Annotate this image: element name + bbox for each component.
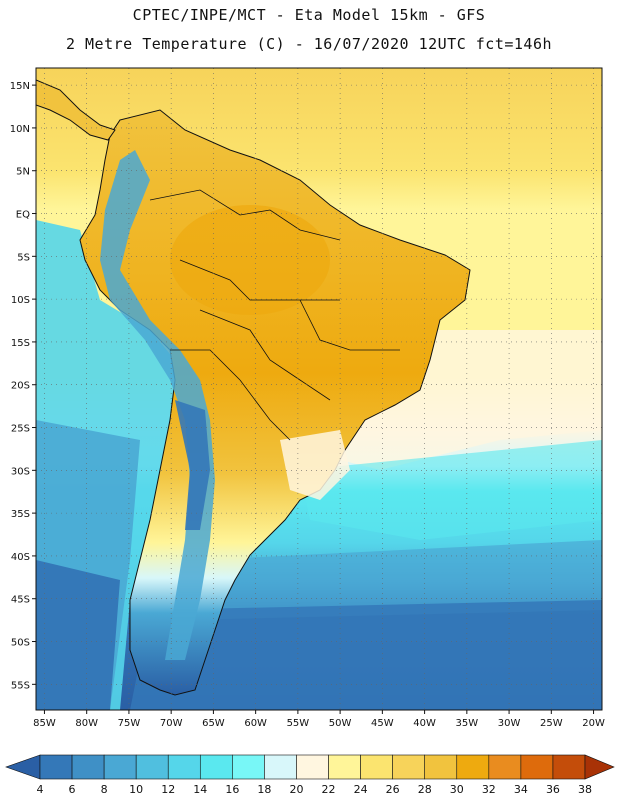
colorbar-label: 6 [69,783,76,796]
amazon-hot-core [170,205,330,315]
lat-tick-label: 50S [11,638,30,649]
colorbar-label: 18 [257,783,271,796]
colorbar-label: 30 [450,783,464,796]
lat-tick-label: 5N [16,167,30,178]
lat-tick-label: 45S [11,595,30,606]
lon-tick-label: 45W [371,718,394,729]
graticule [36,68,602,710]
lat-tick-label: 15S [11,338,30,349]
colorbar-label: 28 [418,783,432,796]
atlantic-cool-band [300,440,602,540]
colorbar-box [103,754,137,780]
colorbar-box [232,754,265,780]
colorbar-high-arrow [584,754,615,780]
lon-tick-label: 20W [582,718,605,729]
lon-tick-label: 80W [75,718,98,729]
lat-tick-label: 40S [11,552,30,563]
map-field [36,68,602,710]
colorbar-box [135,754,169,780]
colorbar-box [360,754,393,780]
colorbar-label: 14 [193,783,207,796]
southern-atlantic-band [180,540,602,620]
map-title-line-1: CPTEC/INPE/MCT - Eta Model 15km - GFS [132,6,486,24]
colorbar-label: 12 [161,783,175,796]
colorbar-box [328,754,361,780]
colorbar-box [488,754,522,780]
colorbar-low-arrow [5,754,41,780]
lon-tick-label: 60W [244,718,267,729]
southern-brazil-mild [280,430,350,500]
colorbar-box [456,754,490,780]
southern-ocean-band [130,600,602,710]
colorbar-box [264,754,297,780]
lat-tick-label: 15N [10,81,30,92]
lat-tick-label: 5S [17,252,30,263]
lon-tick-label: 85W [33,718,56,729]
colorbar-box [392,754,426,780]
lon-tick-label: 40W [413,718,436,729]
colorbar-label: 10 [129,783,143,796]
lon-tick-label: 30W [498,718,521,729]
lat-tick-label: 30S [11,466,30,477]
colorbar-label: 20 [289,783,303,796]
colorbar-label: 32 [482,783,496,796]
colorbar-label: 26 [386,783,400,796]
lon-tick-label: 25W [540,718,563,729]
colorbar-box [424,754,458,780]
colorbar: 4 6 8 10 12 14 16 18 20 22 24 26 28 30 32 34 36 38 [5,754,615,796]
map-frame [35,67,603,711]
andes-high-ridge [175,400,210,530]
colorbar-box [199,754,233,780]
lon-tick-label: 75W [118,718,141,729]
colorbar-label: 8 [101,783,108,796]
lon-tick-label: 50W [329,718,352,729]
colorbar-box [552,754,586,780]
central-america-landmass [36,79,116,141]
lat-tick-label: 25S [11,424,30,435]
colorbar-label: 16 [225,783,239,796]
lon-tick-label: 35W [456,718,479,729]
colorbar-label: 38 [578,783,592,796]
lon-tick-label: 70W [160,718,183,729]
colorbar-box [167,754,201,780]
pacific-coldest-region [36,560,120,710]
colorbar-label: 34 [514,783,528,796]
colorbar-label: 22 [322,783,336,796]
latitude-axis: 15N 10N 5N EQ 5S 10S 15S 20S 25S 30S 35S 40S 45S 50S 5… [10,81,36,691]
lon-tick-label: 65W [202,718,225,729]
longitude-axis: 85W 80W 75W 70W 65W 60W 55W 50W 45W 40W 35W 30W 25W 2… [33,710,605,729]
lat-tick-label: 35S [11,509,30,520]
andes-ridge [100,150,215,660]
colorbar-box [296,754,329,780]
map-title-line-2: 2 Metre Temperature (C) - 16/07/2020 12U… [65,35,553,53]
lat-tick-label: 20S [11,381,30,392]
lon-tick-label: 55W [287,718,310,729]
lat-tick-label: 10N [10,124,30,135]
colorbar-label: 36 [546,783,560,796]
colorbar-box [71,754,105,780]
lat-tick-label: 10S [11,295,30,306]
colorbar-box [39,754,73,780]
lat-tick-label: EQ [16,210,30,221]
colorbar-label: 4 [37,783,44,796]
lat-tick-label: 55S [11,680,30,691]
colorbar-box [520,754,554,780]
colorbar-label: 24 [354,783,368,796]
